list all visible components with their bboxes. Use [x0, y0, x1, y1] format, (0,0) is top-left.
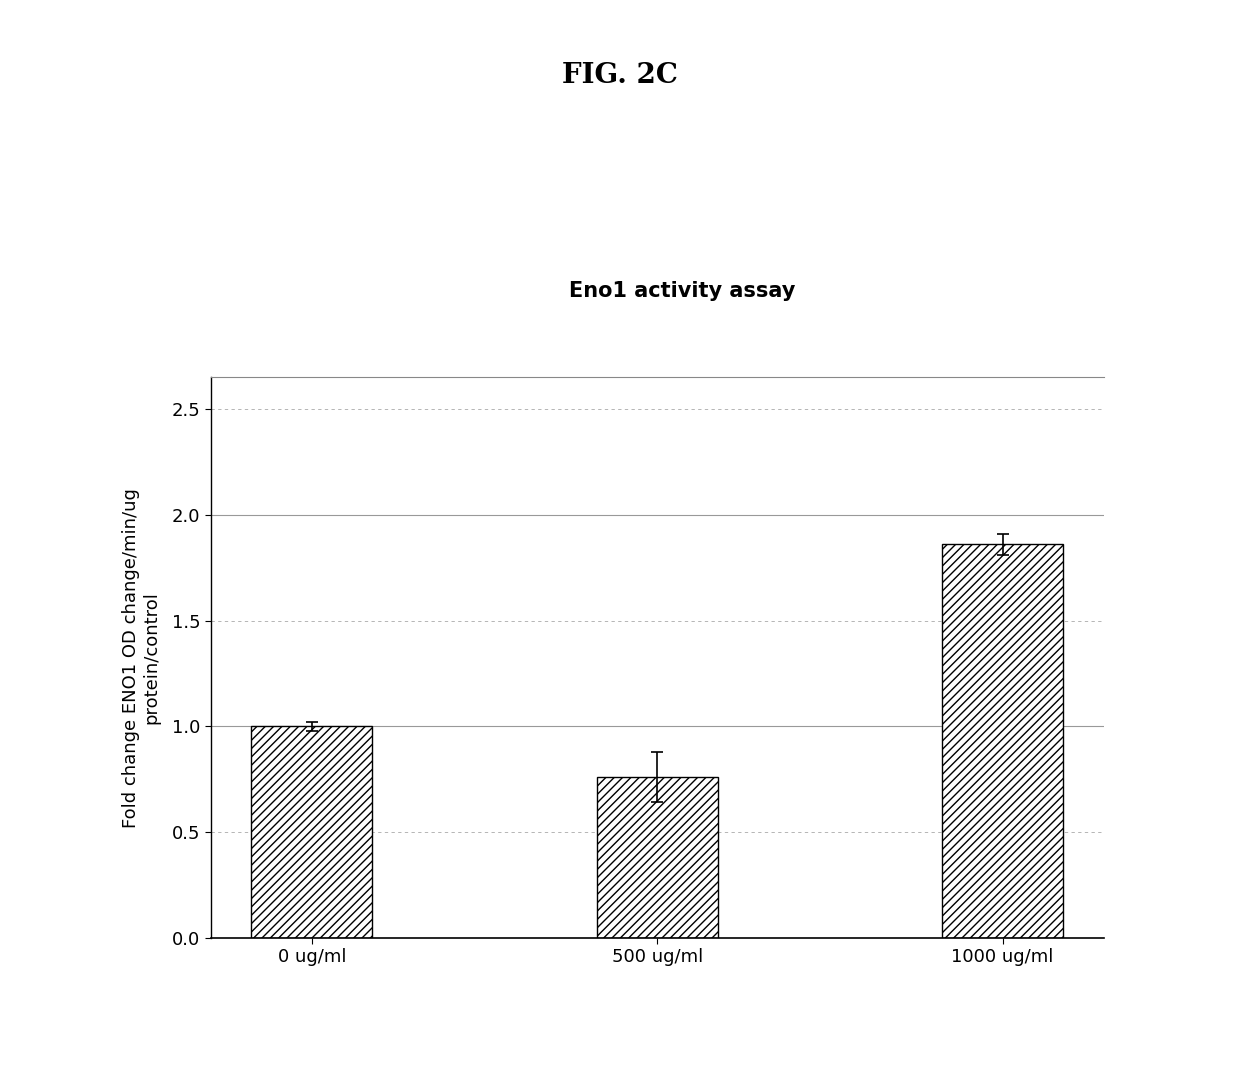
Bar — [942, 544, 1063, 938]
Text: Eno1 activity assay: Eno1 activity assay — [569, 281, 795, 301]
Bar — [596, 777, 718, 938]
Bar — [252, 727, 372, 938]
Y-axis label: Fold change ENO1 OD change/min/ug
protein/control: Fold change ENO1 OD change/min/ug protei… — [122, 487, 160, 828]
Text: FIG. 2C: FIG. 2C — [562, 61, 678, 89]
